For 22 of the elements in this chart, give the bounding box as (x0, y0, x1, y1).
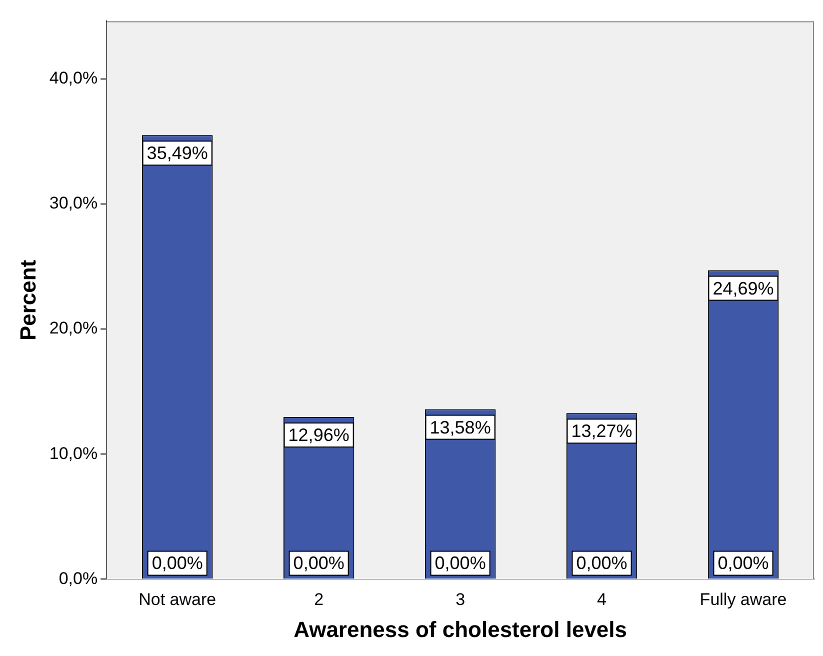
y-tick-label: 40,0% (49, 68, 98, 88)
annotation: 0,00% (718, 553, 769, 574)
data-label: 24,69% (712, 278, 774, 298)
y-tick-label: 10,0% (49, 444, 98, 463)
x-tick-label: 4 (597, 590, 607, 610)
x-axis-title: Awareness of cholesterol levels (294, 616, 628, 642)
x-tick-label: Not aware (138, 590, 216, 610)
annotation: 0,00% (152, 553, 203, 574)
data-label: 12,96% (288, 425, 350, 446)
annotation: 0,00% (434, 553, 486, 574)
x-tick-label: 2 (314, 590, 324, 610)
x-tick-label: 3 (456, 590, 466, 610)
y-tick-label: 0,0% (58, 568, 98, 588)
annotation: 0,00% (576, 553, 628, 574)
annotation: 0,00% (293, 553, 344, 574)
y-tick-label: 20,0% (49, 318, 98, 338)
x-tick-label: Fully aware (700, 590, 787, 610)
y-axis-title: Percent (15, 259, 40, 341)
y-tick-label: 30,0% (49, 194, 98, 213)
data-label: 13,27% (571, 421, 632, 442)
data-label: 13,58% (430, 417, 491, 438)
data-label: 35,49% (146, 143, 208, 164)
